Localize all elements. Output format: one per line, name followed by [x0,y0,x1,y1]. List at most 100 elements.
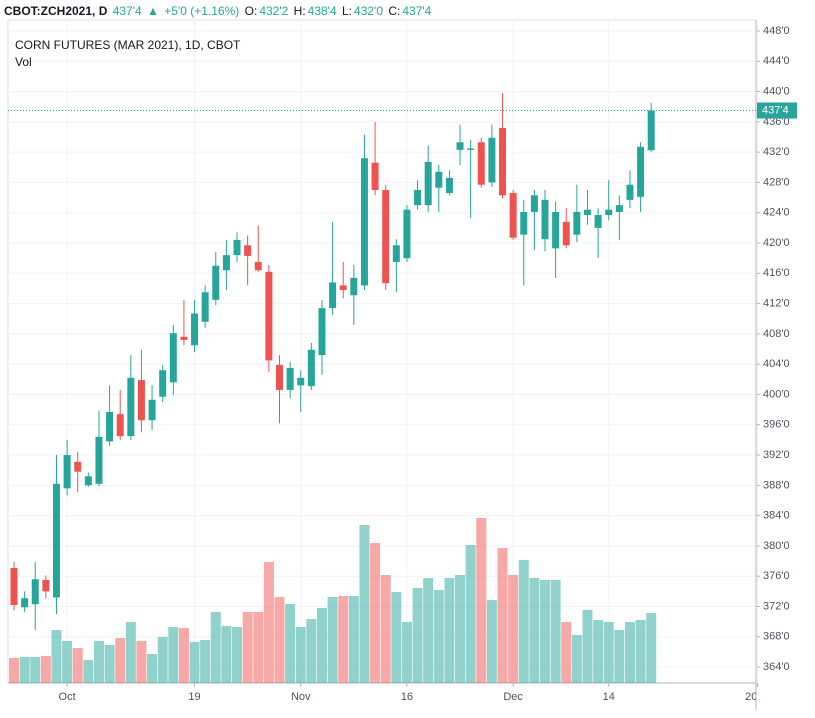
candle-body [180,336,188,340]
y-tick-label: 432'0 [763,146,790,158]
candle-body [63,455,71,489]
volume-bar [646,613,657,683]
volume-bar [380,575,391,683]
candle-body [509,193,517,238]
volume-bar [529,578,540,683]
candle-body [106,411,114,442]
candle-body [265,271,273,361]
volume-bar [30,657,41,683]
x-tick-label: 14 [603,691,615,703]
volume-bar [571,635,582,683]
candle-body [552,211,560,249]
candle-body [318,308,326,356]
volume-bar [391,592,402,683]
volume-bar [125,622,136,683]
volume-bar [83,660,94,683]
y-tick-label: 424'0 [763,207,790,219]
volume-bar [147,654,158,683]
h: 438'4 [307,4,337,18]
candle-body [307,349,315,387]
c: 437'4 [402,4,432,18]
volume-bar [306,619,317,683]
volume-bar [62,641,73,683]
candle-body [467,148,475,150]
last-price-box [757,102,797,119]
volume-bar [93,641,104,683]
y-tick-label: 412'0 [763,298,790,310]
volume-bar [40,656,51,683]
volume-bar [210,612,221,683]
candle-body [42,580,50,592]
candle-body [530,195,538,212]
candle-body [424,161,432,206]
volume-bar [593,620,604,683]
candle-body [84,476,92,486]
y-tick-label: 396'0 [763,419,790,431]
volume-bar [561,622,572,683]
y-tick-label: 444'0 [763,55,790,67]
candle-body [329,282,337,309]
volume-bar [614,630,625,683]
candle-body [148,399,156,421]
candle-body [21,598,29,608]
candle-body [233,239,241,256]
volume-bar [582,610,593,683]
candle-body [626,184,634,200]
y-tick-label: 408'0 [763,328,790,340]
l: 432'0 [354,4,384,18]
volume-bar [412,588,423,683]
volume-bar [444,578,455,683]
volume-bar [518,560,529,683]
last-price-label: 437'4 [762,104,789,116]
volume-bar [455,575,466,683]
candle-body [403,209,411,259]
x-tick-label: Nov [291,691,311,703]
change: +5'0 (+1.16%) [164,4,240,18]
candle-body [286,367,294,390]
candle-body [647,110,655,151]
candle-body [169,333,177,383]
volume-bar [136,641,147,683]
candle-body [222,255,230,271]
x-tick-label: 2021 [745,691,769,703]
up-arrow: ▲ [147,4,159,18]
volume-bar [624,622,635,683]
candle-body [615,205,623,212]
candle-body [499,127,507,196]
y-tick-label: 436'0 [763,116,790,128]
y-tick-label: 364'0 [763,661,790,673]
y-tick-label: 392'0 [763,449,790,461]
o: 432'2 [259,4,289,18]
volume-bar [327,597,338,683]
y-tick-label: 380'0 [763,540,790,552]
symbol: CBOT:ZCH2021, D [4,4,108,18]
volume-bar [433,590,444,683]
last: 437'4 [112,4,142,18]
volume-bar [232,627,243,683]
y-tick-label: 420'0 [763,237,790,249]
chart-title: CORN FUTURES (MAR 2021), 1D, CBOT [15,38,241,52]
volume-bar [486,600,497,683]
y-tick-label: 416'0 [763,267,790,279]
candle-body [137,380,145,421]
axes: 364'0 368'0 372'0 376'0 380'0 384'0 388'0 392'0… [8,25,797,703]
x-tick-label: Oct [59,691,76,703]
candle-body [116,414,124,437]
volume-bar [178,628,189,683]
candle-body [562,221,570,246]
candle-body [594,215,602,228]
y-tick-label: 428'0 [763,176,790,188]
c-label: C: [388,4,401,18]
volume-bar [157,637,168,683]
volume-bar [221,626,232,683]
candle-body [637,146,645,197]
x-tick-label: 19 [188,691,200,703]
candle-body [573,211,581,235]
volume-bar [263,562,274,683]
volume-bar [51,630,62,683]
candle-body [414,190,422,206]
volume-bar [9,658,19,683]
volume-bar [253,612,264,683]
volume-bar [168,627,179,683]
candle-body [191,313,199,346]
